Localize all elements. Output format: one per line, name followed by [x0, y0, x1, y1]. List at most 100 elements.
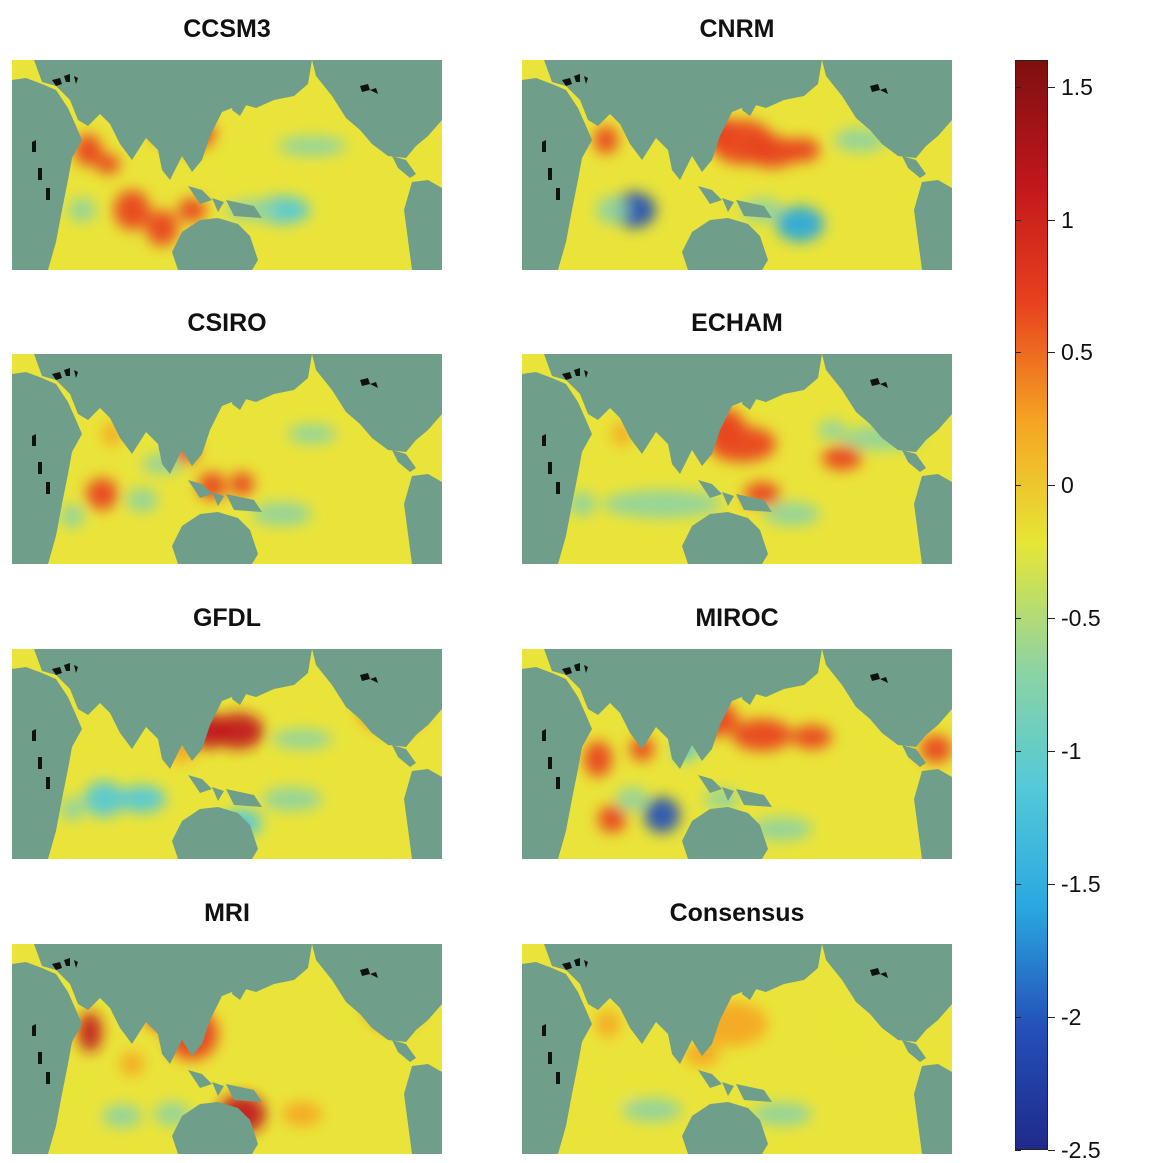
land-mass — [698, 480, 722, 498]
negative-anomaly — [252, 502, 312, 526]
land-mass — [12, 372, 82, 564]
anomaly-field — [584, 701, 952, 841]
map-consensus — [522, 944, 952, 1154]
map-echam — [522, 354, 952, 564]
land-mass — [698, 186, 722, 204]
land-mass — [902, 1040, 926, 1062]
land-mass — [312, 649, 442, 747]
negative-anomaly — [568, 492, 596, 516]
colorbar-tick — [1048, 1017, 1055, 1019]
land-mass — [902, 450, 926, 472]
positive-anomaly — [784, 138, 820, 162]
lake — [870, 378, 880, 386]
land-mass — [312, 60, 442, 158]
lake — [880, 677, 888, 683]
colorbar-tick-label: -1.5 — [1061, 871, 1101, 898]
panel-title: CNRM — [699, 15, 775, 43]
lake — [574, 74, 580, 82]
lake — [562, 372, 572, 380]
negative-anomaly — [644, 797, 680, 833]
lake — [46, 1072, 50, 1084]
panel-title: ECHAM — [691, 309, 783, 337]
negative-anomaly — [60, 504, 84, 528]
positive-anomaly — [96, 154, 120, 174]
lake — [52, 962, 62, 970]
lake — [360, 84, 370, 92]
land-mass — [392, 156, 416, 178]
positive-anomaly — [212, 713, 264, 749]
lake — [584, 665, 588, 673]
positive-anomaly — [86, 478, 118, 510]
panel-miroc: MIROC — [522, 603, 952, 863]
colorbar-tick — [1015, 751, 1021, 753]
lake — [46, 188, 50, 200]
lake — [574, 368, 580, 376]
lake — [46, 777, 50, 789]
land-mass — [404, 769, 442, 859]
panel-title: MIROC — [695, 604, 779, 632]
land-mass — [722, 492, 734, 506]
lake — [64, 368, 70, 376]
negative-anomaly — [776, 206, 824, 242]
land-mass — [698, 775, 722, 793]
land-mass — [172, 218, 258, 270]
colorbar-tick — [1015, 618, 1021, 620]
colorbar-tick — [1048, 751, 1055, 753]
land-mass — [742, 677, 758, 705]
lake — [74, 960, 78, 968]
negative-anomaly — [262, 787, 322, 811]
colorbar-tick — [1048, 219, 1055, 221]
lake — [32, 729, 36, 741]
land-mass — [682, 807, 768, 859]
land-mass — [392, 450, 416, 472]
negative-anomaly — [288, 424, 336, 444]
colorbar-tick — [1048, 86, 1055, 88]
map-miroc — [522, 649, 952, 859]
positive-anomaly — [822, 446, 862, 470]
lake — [360, 673, 370, 681]
negative-anomaly — [818, 420, 846, 440]
lake — [370, 88, 378, 94]
lake — [542, 729, 546, 741]
positive-anomaly — [146, 210, 178, 246]
negative-anomaly — [602, 490, 722, 518]
colorbar-tick — [1015, 219, 1021, 221]
lake — [542, 140, 546, 152]
colorbar-tick-label: 1 — [1061, 206, 1074, 233]
positive-anomaly — [282, 1102, 322, 1126]
land-mass — [522, 667, 592, 859]
land-mass — [914, 474, 952, 564]
lake — [562, 78, 572, 86]
colorbar-tick-label: -0.5 — [1061, 605, 1101, 632]
positive-anomaly — [732, 719, 792, 751]
colorbar-tick-label: -2 — [1061, 1004, 1082, 1031]
colorbar: 1.5 1 0.5 0 -0.5 -1 -1.5 -2 -2.5 — [1015, 60, 1155, 1162]
land-mass — [742, 972, 758, 1000]
land-mass — [232, 88, 248, 116]
land-mass — [722, 198, 734, 212]
land-mass — [226, 1084, 262, 1102]
map-cnrm — [522, 60, 952, 270]
panel-ccsm3: CCSM3 — [12, 14, 442, 274]
panel-title: CCSM3 — [183, 15, 271, 43]
land-mass — [736, 1084, 772, 1102]
negative-anomaly — [278, 136, 346, 156]
lake — [74, 370, 78, 378]
map-svg — [12, 649, 442, 859]
land-mass — [212, 198, 224, 212]
panel-cnrm: CNRM — [522, 14, 952, 274]
colorbar-tick-label: -2.5 — [1061, 1137, 1101, 1163]
lake — [74, 665, 78, 673]
negative-anomaly — [822, 1014, 862, 1034]
panel-mri: MRI — [12, 898, 442, 1158]
colorbar-tick — [1015, 884, 1021, 886]
lake — [38, 462, 42, 474]
land-mass — [682, 512, 768, 564]
lake — [370, 677, 378, 683]
negative-anomaly — [68, 198, 96, 222]
colorbar-tick — [1048, 1150, 1055, 1151]
positive-anomaly — [178, 198, 206, 222]
land-mass — [392, 1040, 416, 1062]
land-mass — [212, 492, 224, 506]
colorbar-tick — [1015, 1017, 1021, 1019]
